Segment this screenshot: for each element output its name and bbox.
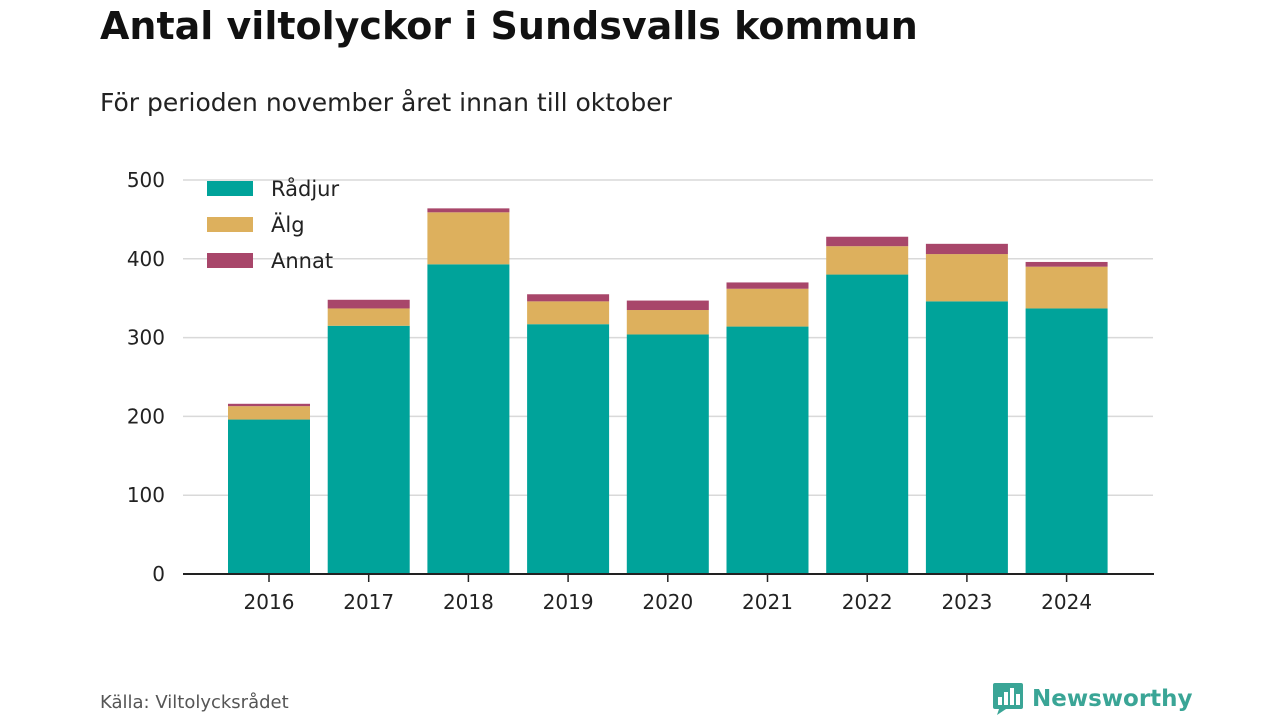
bar-segment: [327, 299, 410, 309]
x-tick-label: 2017: [343, 590, 394, 614]
bar-segment: [1025, 308, 1108, 574]
newsworthy-brand[interactable]: Newsworthy: [992, 682, 1193, 716]
bar-stack-2022: [826, 236, 909, 574]
x-tick-label: 2022: [842, 590, 893, 614]
bar-stack-2024: [1025, 261, 1108, 574]
legend-label: Rådjur: [271, 176, 339, 201]
brand-name: Newsworthy: [1032, 686, 1193, 712]
y-tick-labels: 0 100 200 300 400 500: [127, 168, 165, 586]
y-tick-label: 400: [127, 247, 165, 271]
bar-segment: [1025, 261, 1108, 267]
y-tick-label: 500: [127, 168, 165, 192]
legend-label: Annat: [271, 249, 333, 273]
newsworthy-chart-logo-icon: [993, 683, 1023, 715]
bar-segment: [1025, 266, 1108, 309]
x-tick-label: 2024: [1041, 590, 1092, 614]
bar-stack-2017: [327, 299, 410, 574]
legend-item: Annat: [207, 249, 333, 273]
legend-item: Älg: [207, 212, 305, 237]
source-note: Källa: Viltolycksrådet: [100, 692, 289, 713]
legend-swatch: [207, 253, 253, 268]
y-tick-label: 100: [127, 483, 165, 507]
x-tick-label: 2019: [543, 590, 594, 614]
bar-segment: [427, 264, 510, 574]
bar-stack-2023: [925, 243, 1008, 574]
bar-segment: [327, 308, 410, 326]
bar-stack-2020: [626, 300, 709, 574]
legend-item: Rådjur: [207, 176, 339, 201]
bar-segment: [427, 212, 510, 265]
x-tick-label: 2023: [941, 590, 992, 614]
x-tick-label: 2016: [244, 590, 295, 614]
x-tick-label: 2018: [443, 590, 494, 614]
legend-swatch: [207, 181, 253, 196]
bar-segment: [726, 326, 809, 574]
bar-segment: [228, 419, 310, 574]
bar-segment: [726, 282, 809, 289]
bar-stack-2019: [527, 294, 610, 574]
bar-segment: [527, 301, 610, 325]
bar-segment: [527, 294, 610, 302]
bar-segment: [626, 334, 709, 574]
bar-segment: [228, 403, 310, 407]
bar-segment: [228, 406, 310, 420]
bar-stack-2021: [726, 282, 809, 574]
chart-title: Antal viltolyckor i Sundsvalls kommun: [100, 4, 918, 48]
legend-swatch: [207, 217, 253, 232]
bar-segment: [925, 301, 1008, 574]
bar-segment: [925, 243, 1008, 255]
bar-segment: [925, 254, 1008, 302]
bar-segment: [826, 246, 909, 275]
x-tick-labels: 2016 2017 2018 2019 2020 2021 2022 2023 2024: [244, 574, 1092, 614]
bar-segment: [327, 325, 410, 574]
bar-segment: [826, 236, 909, 247]
bar-stack-2016: [228, 403, 310, 574]
y-tick-label: 0: [152, 562, 165, 586]
legend-label: Älg: [271, 212, 305, 237]
y-tick-label: 300: [127, 326, 165, 350]
bar-segment: [527, 324, 610, 574]
stacked-bar-chart: 0 100 200 300 400 500 2016 2017 2018 2019 2020 202…: [127, 168, 1154, 614]
bars: [228, 208, 1108, 574]
x-tick-label: 2020: [642, 590, 693, 614]
x-tick-label: 2021: [742, 590, 793, 614]
bar-segment: [427, 208, 510, 213]
bar-stack-2018: [427, 208, 510, 574]
y-tick-label: 200: [127, 404, 165, 428]
bar-segment: [626, 300, 709, 311]
chart-subtitle: För perioden november året innan till ok…: [100, 88, 672, 117]
bar-segment: [626, 310, 709, 335]
bar-segment: [826, 274, 909, 574]
legend: Rådjur Älg Annat: [207, 176, 339, 273]
bar-segment: [726, 288, 809, 327]
